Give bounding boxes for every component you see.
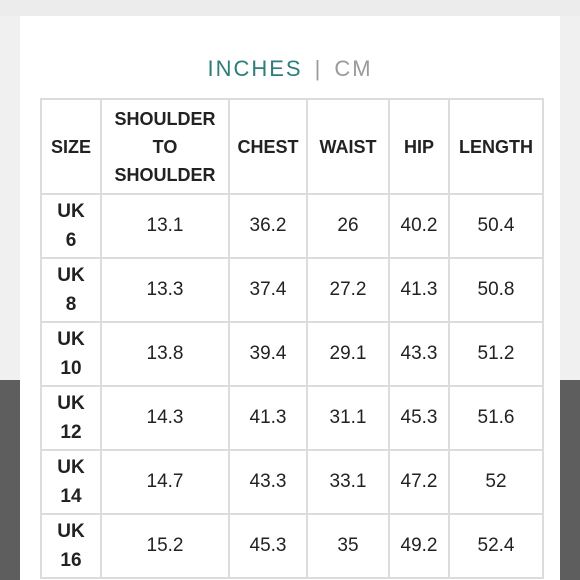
waist-cell: 26 <box>306 193 390 259</box>
hip-cell: 41.3 <box>388 257 450 323</box>
waist-cell: 35 <box>306 513 390 579</box>
header-length: LENGTH <box>448 98 544 195</box>
length-cell: 51.2 <box>448 321 544 387</box>
size-cell: UK 10 <box>40 321 102 387</box>
chest-cell: 36.2 <box>228 193 308 259</box>
top-strip <box>0 0 580 16</box>
size-cell: UK 8 <box>40 257 102 323</box>
length-cell: 52.4 <box>448 513 544 579</box>
size-cell: UK 16 <box>40 513 102 579</box>
size-number: 10 <box>60 358 82 379</box>
length-cell: 52 <box>448 449 544 515</box>
hip-cell: 40.2 <box>388 193 450 259</box>
length-cell: 50.4 <box>448 193 544 259</box>
backdrop-right <box>560 380 580 580</box>
chest-cell: 45.3 <box>228 513 308 579</box>
size-number: 12 <box>60 422 82 443</box>
length-cell: 50.8 <box>448 257 544 323</box>
table-row: UK 14 14.7 43.3 33.1 47.2 52 <box>40 449 544 515</box>
size-number: 16 <box>60 550 82 571</box>
shoulder-cell: 13.3 <box>100 257 230 323</box>
size-cell: UK 12 <box>40 385 102 451</box>
header-size: SIZE <box>40 98 102 195</box>
size-prefix: UK <box>57 457 85 478</box>
size-number: 14 <box>60 486 82 507</box>
table-row: UK 8 13.3 37.4 27.2 41.3 50.8 <box>40 257 544 323</box>
backdrop-left <box>0 380 20 580</box>
unit-toggle: INCHES | CM <box>20 56 560 82</box>
header-shoulder-line1: SHOULDER <box>114 108 216 129</box>
shoulder-cell: 14.3 <box>100 385 230 451</box>
hip-cell: 49.2 <box>388 513 450 579</box>
table-row: UK 10 13.8 39.4 29.1 43.3 51.2 <box>40 321 544 387</box>
unit-separator: | <box>314 56 323 81</box>
size-cell: UK 14 <box>40 449 102 515</box>
hip-cell: 45.3 <box>388 385 450 451</box>
chest-cell: 41.3 <box>228 385 308 451</box>
table-row: UK 6 13.1 36.2 26 40.2 50.4 <box>40 193 544 259</box>
hip-cell: 43.3 <box>388 321 450 387</box>
table-row: UK 12 14.3 41.3 31.1 45.3 51.6 <box>40 385 544 451</box>
size-table: SIZE SHOULDER TO SHOULDER CHEST WAIST HI… <box>40 98 544 579</box>
size-cell: UK 6 <box>40 193 102 259</box>
waist-cell: 27.2 <box>306 257 390 323</box>
header-waist: WAIST <box>306 98 390 195</box>
shoulder-cell: 13.1 <box>100 193 230 259</box>
waist-cell: 31.1 <box>306 385 390 451</box>
unit-cm-tab[interactable]: CM <box>334 56 373 81</box>
shoulder-cell: 13.8 <box>100 321 230 387</box>
size-prefix: UK <box>57 265 85 286</box>
header-shoulder-line2: TO <box>152 136 178 157</box>
header-hip: HIP <box>388 98 450 195</box>
size-number: 8 <box>65 294 77 315</box>
size-prefix: UK <box>57 393 85 414</box>
waist-cell: 29.1 <box>306 321 390 387</box>
size-number: 6 <box>65 230 77 251</box>
header-chest: CHEST <box>228 98 308 195</box>
header-shoulder-line3: SHOULDER <box>114 164 216 185</box>
length-cell: 51.6 <box>448 385 544 451</box>
hip-cell: 47.2 <box>388 449 450 515</box>
table-row: UK 16 15.2 45.3 35 49.2 52.4 <box>40 513 544 579</box>
size-prefix: UK <box>57 201 85 222</box>
shoulder-cell: 15.2 <box>100 513 230 579</box>
header-row: SIZE SHOULDER TO SHOULDER CHEST WAIST HI… <box>40 98 544 195</box>
size-chart-sheet: INCHES | CM SIZE SHOULDER TO SHOULDER CHES… <box>20 16 560 580</box>
size-prefix: UK <box>57 521 85 542</box>
unit-inches-tab[interactable]: INCHES <box>207 56 303 81</box>
header-shoulder-to-shoulder: SHOULDER TO SHOULDER <box>100 98 230 195</box>
chest-cell: 37.4 <box>228 257 308 323</box>
shoulder-cell: 14.7 <box>100 449 230 515</box>
size-prefix: UK <box>57 329 85 350</box>
chest-cell: 43.3 <box>228 449 308 515</box>
waist-cell: 33.1 <box>306 449 390 515</box>
chest-cell: 39.4 <box>228 321 308 387</box>
